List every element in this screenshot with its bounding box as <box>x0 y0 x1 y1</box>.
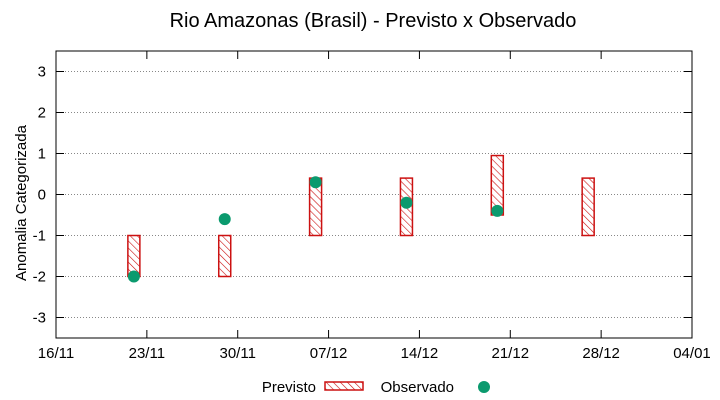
y-axis-label: Anomalia Categorizada <box>13 124 30 281</box>
y-tick-label: -3 <box>33 310 46 327</box>
legend: Previsto Observado <box>262 379 490 396</box>
legend-swatch-observado <box>478 381 490 393</box>
x-tick-label: 16/11 <box>38 345 74 362</box>
y-tick-label: 1 <box>38 146 46 163</box>
x-tick-label: 14/12 <box>401 345 439 362</box>
y-tick-label: 2 <box>38 105 46 122</box>
legend-swatch-previsto <box>324 381 364 391</box>
observado-point <box>218 213 231 226</box>
chart-marks <box>127 154 595 283</box>
y-tick-label: 3 <box>38 64 46 81</box>
x-tick-label: 30/11 <box>219 345 255 362</box>
observado-point <box>491 204 504 217</box>
x-tick-label: 04/01 <box>673 345 711 362</box>
legend-label-previsto: Previsto <box>262 379 316 396</box>
observado-point <box>127 270 140 283</box>
y-tick-label: 0 <box>38 187 46 204</box>
previsto-bar <box>127 234 141 278</box>
legend-label-observado: Observado <box>381 379 454 396</box>
axis-ticks: -3 -2 -1 0 1 2 3 16/11 23/11 30/11 07/12 14/12 21/12… <box>33 51 711 362</box>
observado-point <box>400 196 413 209</box>
previsto-bar <box>581 177 595 237</box>
chart-title: Rio Amazonas (Brasil) - Previsto x Obser… <box>170 10 577 32</box>
x-tick-label: 23/11 <box>129 345 165 362</box>
y-tick-label: -2 <box>33 269 46 286</box>
y-tick-label: -1 <box>33 228 46 245</box>
observado-point <box>309 176 322 189</box>
previsto-bar <box>217 234 232 278</box>
x-tick-label: 21/12 <box>492 345 530 362</box>
x-tick-label: 07/12 <box>310 345 348 362</box>
x-tick-label: 28/12 <box>582 345 620 362</box>
grid <box>56 71 692 318</box>
